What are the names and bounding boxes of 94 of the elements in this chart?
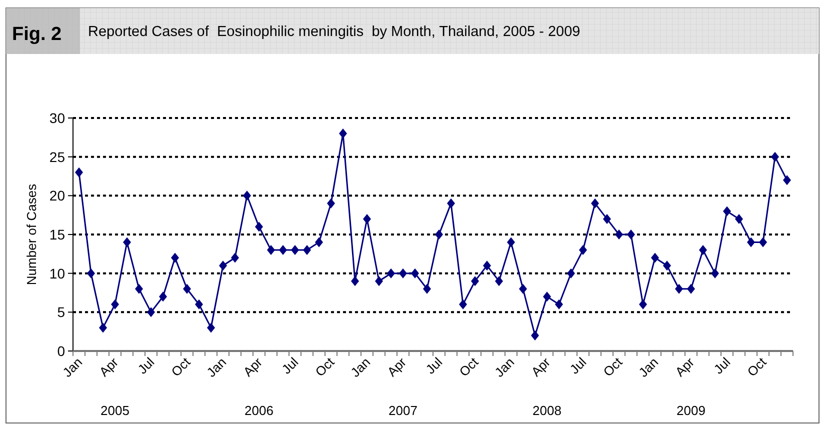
point bbox=[555, 299, 563, 310]
point bbox=[363, 214, 371, 224]
y-axis-title: Number of Cases bbox=[24, 183, 39, 286]
point bbox=[651, 252, 659, 263]
point bbox=[399, 268, 407, 278]
x-tick-label: Jul bbox=[422, 354, 446, 377]
y-tick-label: 25 bbox=[49, 148, 66, 165]
x-tick-label: Apr bbox=[384, 354, 410, 380]
x-tick-label: Jan bbox=[348, 354, 374, 380]
point bbox=[315, 237, 323, 248]
point bbox=[507, 237, 515, 248]
y-tick-label: 0 bbox=[57, 343, 66, 359]
point bbox=[111, 299, 119, 310]
point bbox=[123, 237, 131, 248]
point bbox=[699, 245, 707, 256]
point bbox=[291, 245, 299, 256]
point bbox=[147, 307, 155, 318]
x-tick-label: Jan bbox=[204, 354, 230, 380]
point bbox=[483, 260, 491, 271]
x-tick-label: Jul bbox=[278, 354, 302, 377]
point bbox=[531, 330, 539, 340]
point bbox=[279, 245, 287, 256]
point bbox=[615, 230, 623, 240]
x-tick-label: Apr bbox=[96, 354, 122, 380]
point bbox=[747, 237, 755, 248]
point bbox=[579, 245, 587, 256]
point bbox=[231, 252, 239, 263]
point bbox=[723, 206, 731, 216]
point bbox=[87, 268, 95, 278]
y-tick-label: 20 bbox=[49, 188, 66, 204]
text: 2005 bbox=[100, 403, 130, 418]
x-tick-label: Apr bbox=[240, 354, 266, 380]
point bbox=[771, 152, 779, 162]
text: 2008 bbox=[532, 403, 562, 418]
point bbox=[171, 252, 179, 263]
point bbox=[543, 292, 551, 302]
y-tick-label: 15 bbox=[49, 226, 66, 242]
point bbox=[519, 284, 527, 294]
point bbox=[687, 284, 695, 294]
point bbox=[495, 276, 503, 286]
caption: Fig. 2 bbox=[12, 24, 62, 45]
point bbox=[327, 198, 335, 208]
point bbox=[783, 175, 791, 186]
point bbox=[735, 214, 743, 224]
point bbox=[339, 128, 347, 139]
point bbox=[627, 230, 635, 240]
x-tick-label: Jul bbox=[566, 354, 590, 377]
point bbox=[387, 268, 395, 278]
point bbox=[219, 260, 227, 271]
text: 2007 bbox=[388, 403, 418, 418]
y-tick-label: 30 bbox=[49, 110, 66, 126]
x-tick-label: Oct bbox=[744, 354, 770, 380]
point bbox=[99, 322, 107, 333]
point bbox=[759, 237, 767, 248]
x-tick-label: Oct bbox=[312, 354, 338, 380]
x-tick-label: Oct bbox=[600, 354, 626, 380]
x-tick-label: Apr bbox=[528, 354, 554, 380]
point bbox=[207, 322, 215, 333]
y-tick-label: 5 bbox=[57, 304, 66, 320]
y-tick-label: 10 bbox=[49, 265, 66, 282]
point bbox=[591, 198, 599, 208]
point bbox=[447, 198, 455, 208]
point bbox=[267, 245, 275, 256]
x-tick-label: Oct bbox=[168, 354, 194, 380]
point bbox=[303, 245, 311, 256]
point bbox=[351, 276, 359, 286]
point bbox=[375, 276, 383, 286]
point bbox=[75, 167, 83, 178]
point bbox=[459, 299, 467, 310]
point bbox=[195, 299, 203, 310]
text: 2006 bbox=[244, 403, 274, 418]
point bbox=[471, 276, 479, 286]
x-tick-label: Jan bbox=[492, 354, 518, 380]
point bbox=[423, 284, 431, 294]
point bbox=[411, 268, 419, 278]
point bbox=[183, 284, 191, 294]
point bbox=[603, 214, 611, 224]
point bbox=[159, 292, 167, 302]
chart-title: Reported Cases of Eosinophilic meningitis by Month, Thailand, 2005 - 2009 bbox=[88, 24, 580, 40]
point bbox=[639, 299, 647, 310]
point bbox=[567, 268, 575, 278]
text: 2009 bbox=[676, 403, 706, 418]
point bbox=[435, 230, 443, 240]
x-tick-label: Oct bbox=[456, 354, 482, 380]
point bbox=[663, 260, 671, 271]
x-tick-label: Jul bbox=[710, 354, 734, 377]
x-tick-label: Jul bbox=[134, 354, 158, 377]
x-tick-label: Apr bbox=[672, 354, 698, 380]
point bbox=[255, 222, 263, 232]
point bbox=[675, 284, 683, 294]
x-tick-label: Jan bbox=[636, 354, 662, 380]
point bbox=[711, 268, 719, 278]
point bbox=[243, 190, 251, 201]
point bbox=[135, 284, 143, 294]
